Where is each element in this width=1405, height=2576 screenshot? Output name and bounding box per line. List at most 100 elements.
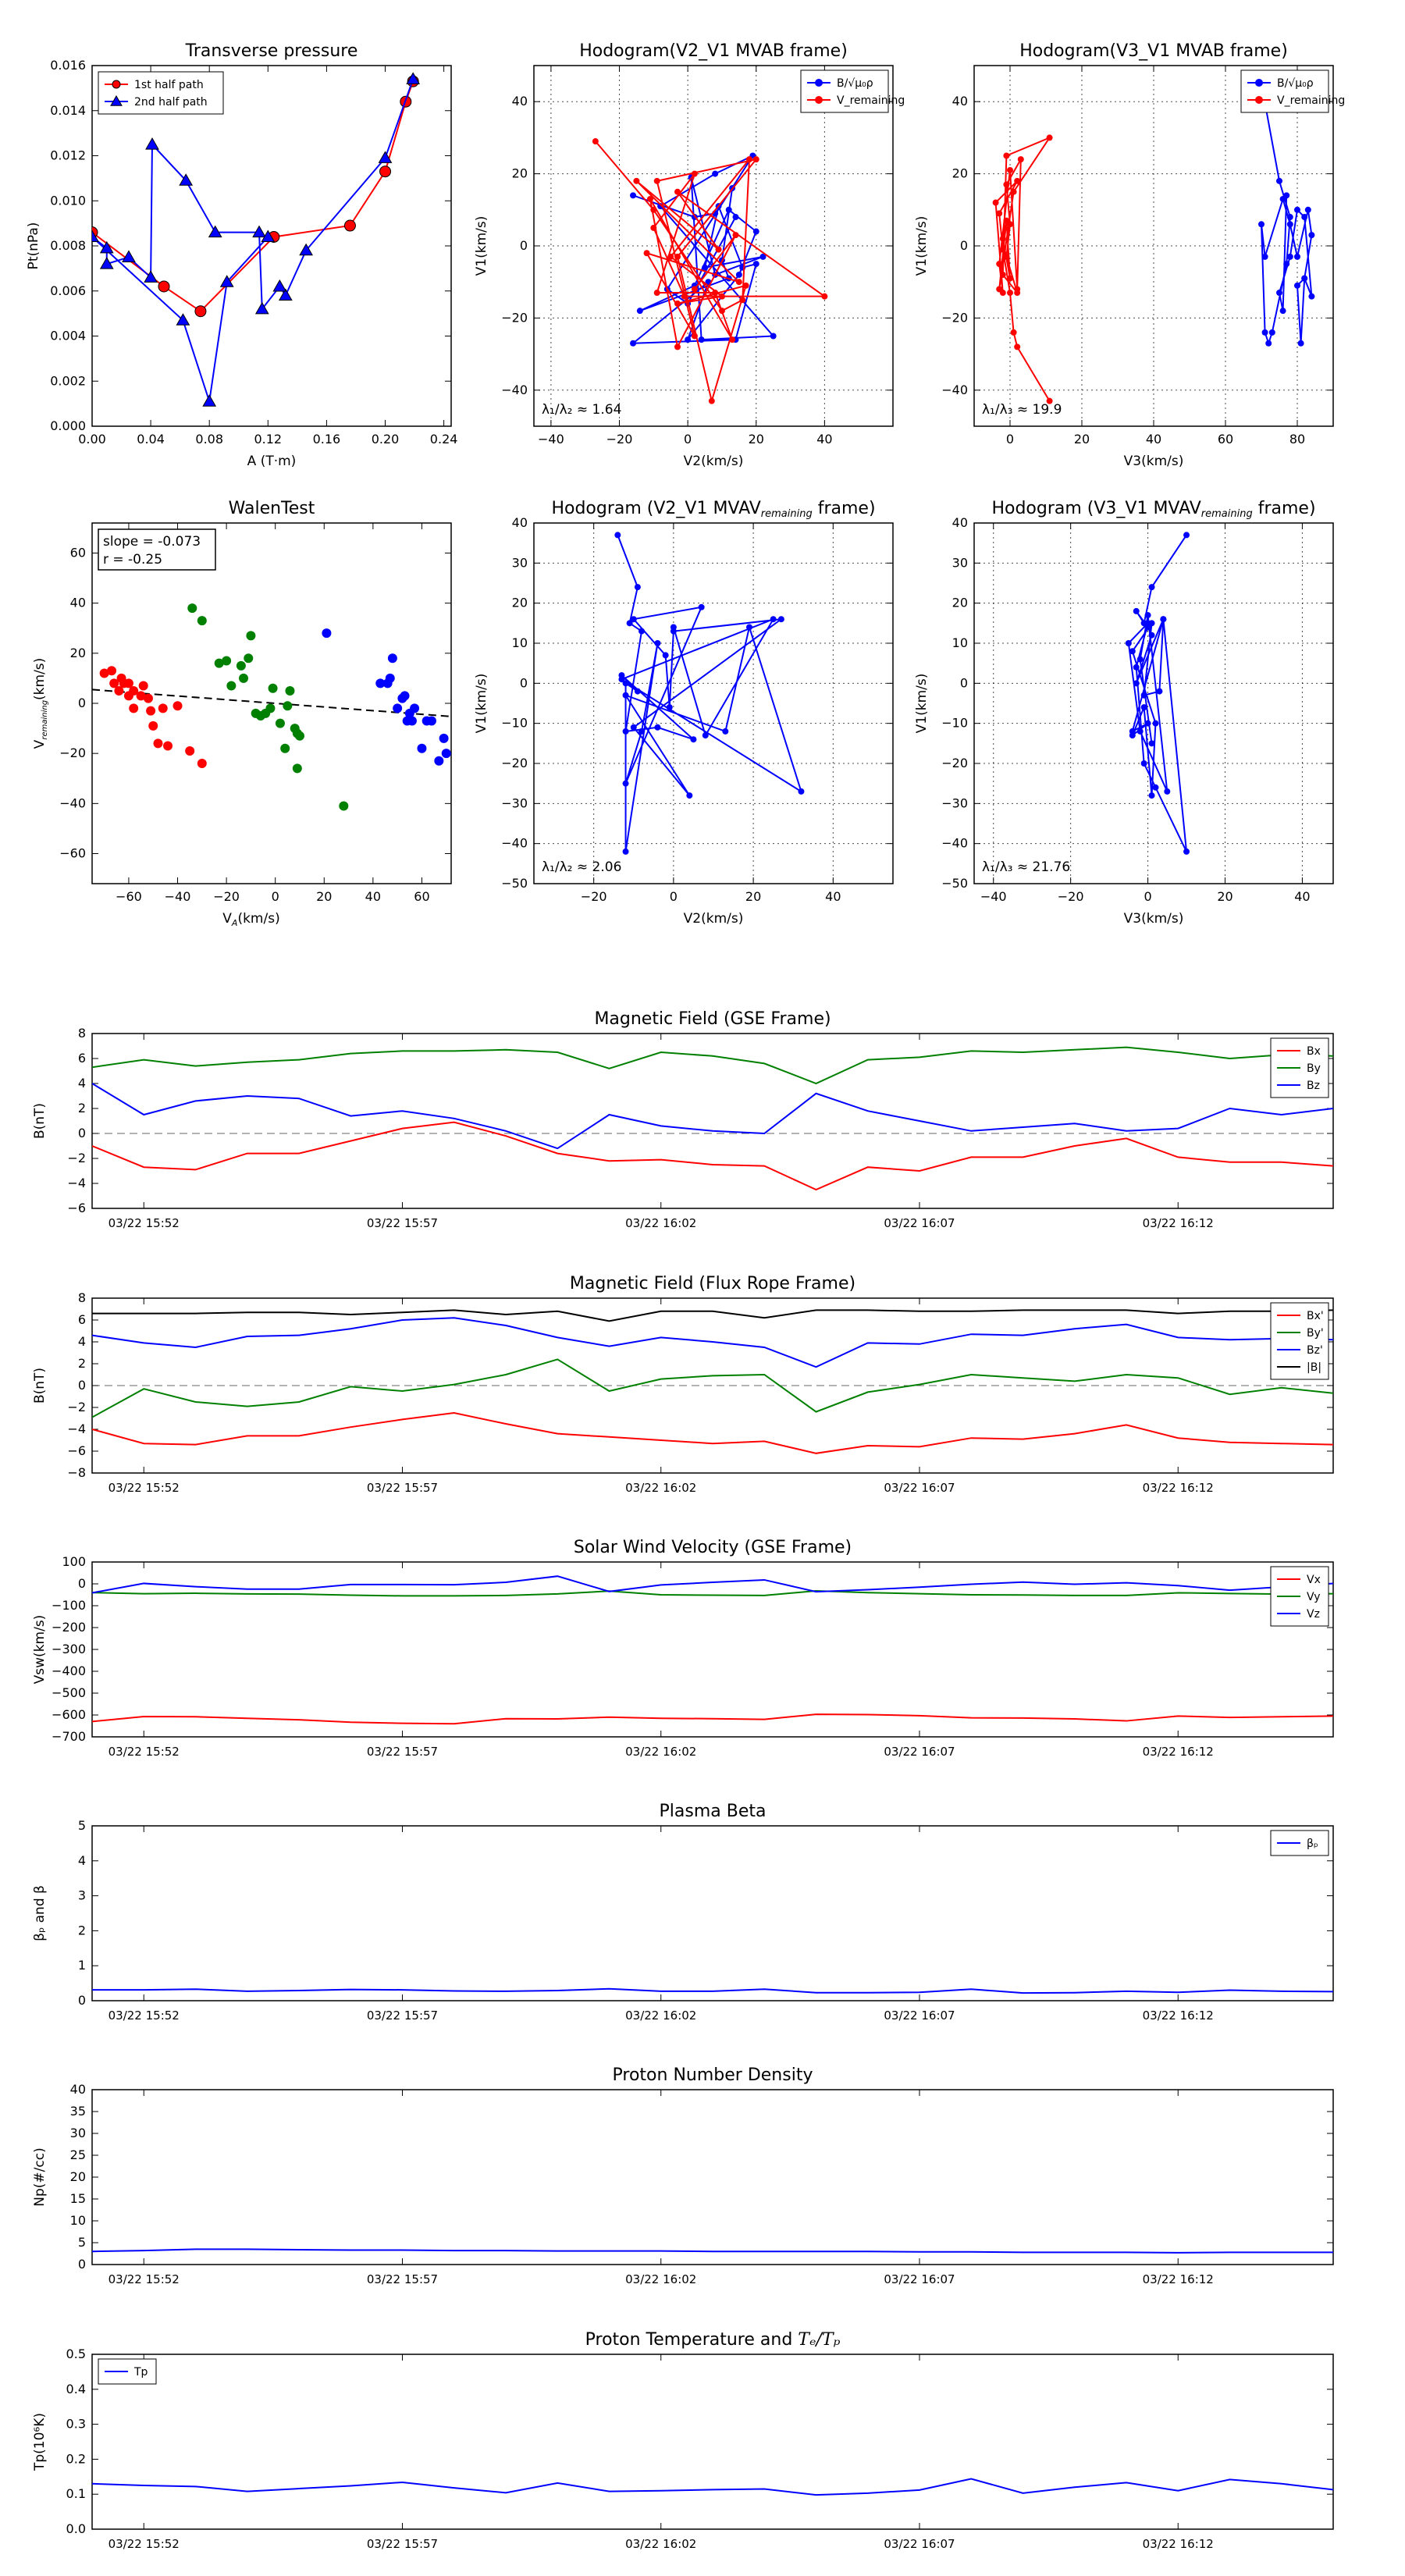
legend-label: Vx <box>1307 1574 1321 1586</box>
data-marker <box>798 788 805 795</box>
data-marker <box>670 624 677 631</box>
data-marker <box>1294 253 1300 260</box>
chart-title: Hodogram(V3_V1 MVAB frame) <box>1019 41 1288 61</box>
data-marker <box>1276 177 1282 184</box>
y-tick-label: 0 <box>78 1126 86 1140</box>
data-marker <box>1183 532 1190 539</box>
data-layer <box>1125 532 1190 855</box>
y-tick-label: 5 <box>78 1818 86 1833</box>
x-tick-label: 03/22 16:12 <box>1143 2537 1214 2551</box>
title-end: frame) <box>813 499 876 518</box>
data-marker <box>252 225 266 238</box>
data-layer <box>592 138 828 404</box>
x-tick-label: 03/22 15:52 <box>108 2272 180 2286</box>
data-marker <box>666 704 673 711</box>
y-tick-label: 0.5 <box>66 2347 86 2361</box>
y-tick-label: −300 <box>52 1642 86 1656</box>
data-marker <box>109 678 119 688</box>
x-tick-label: 03/22 15:57 <box>367 1481 438 1495</box>
y-axis-label: Pt(nPa) <box>26 222 41 270</box>
data-marker <box>1136 656 1144 663</box>
chart-title: Plasma Beta <box>660 1802 767 1821</box>
x-tick-label: 03/22 15:57 <box>367 1216 438 1230</box>
data-marker <box>815 79 823 87</box>
y-tick-label: −4 <box>67 1421 86 1436</box>
x-tick-label: 03/22 16:12 <box>1143 1216 1214 1230</box>
data-marker <box>236 660 246 671</box>
data-marker <box>99 240 114 254</box>
series-line <box>994 136 1052 402</box>
x-tick-label: −40 <box>980 889 1007 904</box>
data-marker <box>1255 96 1263 104</box>
y-tick-label: −2 <box>67 1400 86 1414</box>
y-axis-label: βₚ and β <box>32 1885 48 1941</box>
fit-line <box>92 688 451 717</box>
x-tick-label: 20 <box>749 432 764 447</box>
data-marker <box>153 738 163 749</box>
data-marker <box>636 308 643 315</box>
y-tick-label: 0 <box>960 675 968 690</box>
chart-title: Magnetic Field (Flux Rope Frame) <box>570 1274 855 1293</box>
data-marker <box>674 343 681 350</box>
chart-walen: −60 −40 −20 0 20 40 60 −60 −40 −20 0 20 40 60 WalenTes… <box>32 499 452 928</box>
y-tick-label: −30 <box>501 795 528 810</box>
y-tick-label: 0.4 <box>66 2382 86 2396</box>
y-tick-label: −200 <box>52 1620 86 1635</box>
legend-label: 1st half path <box>134 79 204 91</box>
data-marker <box>1279 308 1286 315</box>
data-marker <box>633 177 640 184</box>
legend-label: Bz' <box>1307 1344 1323 1357</box>
data-marker <box>99 668 109 678</box>
series-line <box>92 80 414 313</box>
chart-title: Hodogram (V2_V1 MVAVremaining frame) <box>551 499 875 520</box>
data-marker <box>1308 232 1315 239</box>
legend-label: Tp <box>133 2366 148 2379</box>
y-tick-label: −20 <box>501 756 528 770</box>
y-tick-label: 35 <box>70 2104 86 2119</box>
y-tick-label: 0 <box>960 238 968 253</box>
data-marker <box>1294 282 1300 289</box>
data-marker <box>681 293 688 300</box>
y-tick-label: 20 <box>512 166 528 181</box>
data-marker <box>407 716 417 726</box>
data-marker <box>378 151 393 163</box>
data-marker <box>158 703 168 713</box>
x-tick-label: 03/22 16:12 <box>1143 2272 1214 2286</box>
data-marker <box>1003 181 1010 188</box>
plot-frame <box>91 1297 1334 1474</box>
x-tick-label: −20 <box>581 889 607 904</box>
y-tick-label: 40 <box>512 94 528 109</box>
data-marker <box>92 229 99 242</box>
data-marker <box>283 701 293 711</box>
data-marker <box>1255 79 1263 87</box>
data-marker <box>626 620 633 627</box>
eigen-ratio-label: λ₁/λ₂ ≈ 2.06 <box>542 859 621 875</box>
data-marker <box>1308 293 1315 300</box>
y-tick-label: −500 <box>52 1685 86 1700</box>
y-tick-label: −100 <box>52 1598 86 1613</box>
chart-title: Proton Number Density <box>613 2065 813 2085</box>
x-tick-label: 20 <box>1217 889 1232 904</box>
data-marker <box>1301 214 1308 221</box>
chart-title: Transverse pressure <box>185 41 358 61</box>
y-tick-label: −40 <box>501 836 528 851</box>
x-tick-label: 0 <box>1144 889 1151 904</box>
y-tick-label: 20 <box>952 166 968 181</box>
title-subscript: remaining <box>1201 508 1253 520</box>
series-line <box>92 1713 1333 1725</box>
chart-np: 03/22 15:52 03/22 15:57 03/22 16:02 03/22 1… <box>32 2065 1334 2286</box>
data-marker <box>752 156 759 163</box>
data-marker <box>226 681 237 691</box>
plot-frame <box>533 65 894 427</box>
data-marker <box>268 683 278 693</box>
y-tick-label: 2 <box>78 1101 86 1115</box>
data-marker <box>630 340 637 347</box>
x-tick-label: 03/22 15:52 <box>108 1481 180 1495</box>
data-marker <box>112 80 121 89</box>
data-marker <box>1148 584 1155 591</box>
data-layer <box>92 72 421 407</box>
data-marker <box>387 653 397 664</box>
x-tick-label: 60 <box>414 889 429 904</box>
data-marker <box>691 286 698 293</box>
series-line <box>92 2478 1333 2496</box>
